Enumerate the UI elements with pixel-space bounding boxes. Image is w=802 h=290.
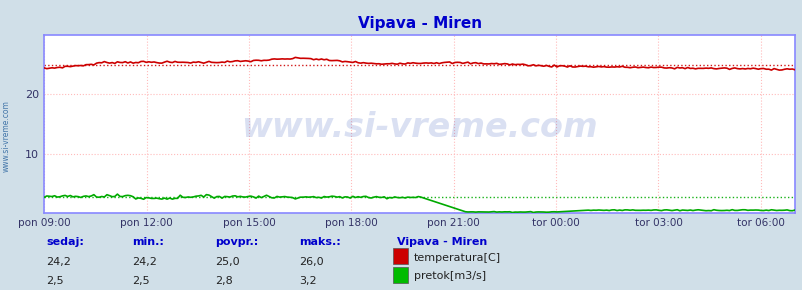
Text: temperatura[C]: temperatura[C] (413, 253, 500, 262)
Text: 2,5: 2,5 (132, 276, 150, 286)
Text: 2,8: 2,8 (215, 276, 233, 286)
Text: sedaj:: sedaj: (47, 237, 84, 247)
Text: 2,5: 2,5 (47, 276, 64, 286)
Title: Vipava - Miren: Vipava - Miren (357, 16, 481, 31)
Text: 24,2: 24,2 (47, 257, 71, 267)
Text: Vipava - Miren: Vipava - Miren (397, 237, 487, 247)
Text: povpr.:: povpr.: (215, 237, 258, 247)
Text: maks.:: maks.: (299, 237, 341, 247)
Text: www.si-vreme.com: www.si-vreme.com (2, 100, 11, 172)
Text: 3,2: 3,2 (299, 276, 317, 286)
Text: www.si-vreme.com: www.si-vreme.com (241, 111, 597, 144)
Text: pretok[m3/s]: pretok[m3/s] (413, 271, 485, 281)
Text: 25,0: 25,0 (215, 257, 240, 267)
Text: min.:: min.: (132, 237, 164, 247)
Text: 24,2: 24,2 (132, 257, 157, 267)
Text: 26,0: 26,0 (299, 257, 324, 267)
